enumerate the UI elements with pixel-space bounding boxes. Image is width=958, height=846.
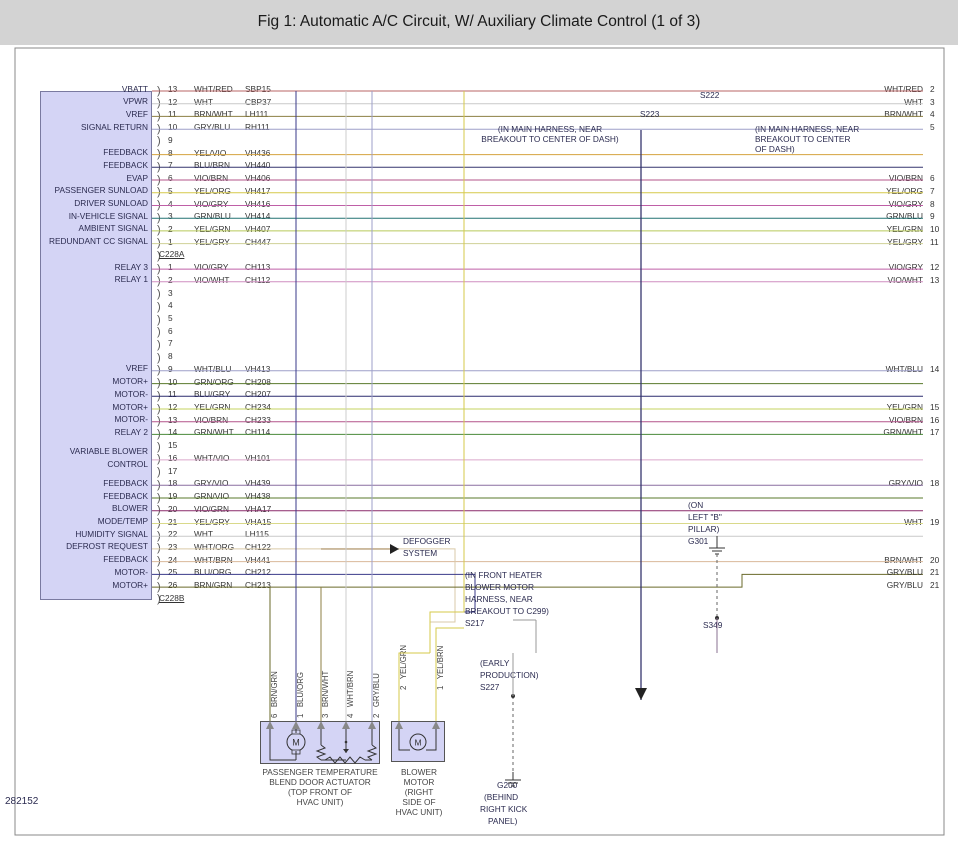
svg-text:M: M <box>292 738 300 748</box>
